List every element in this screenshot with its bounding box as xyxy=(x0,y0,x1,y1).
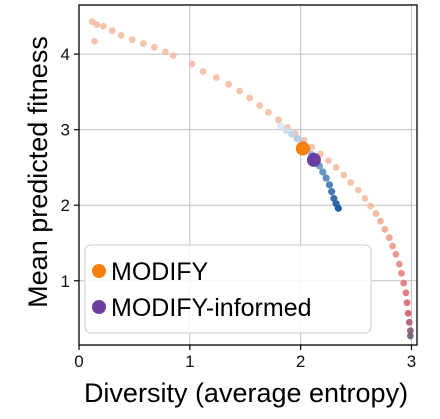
pareto-point xyxy=(246,94,254,102)
legend: MODIFY MODIFY-informed xyxy=(84,244,372,334)
legend-marker-modify-informed xyxy=(92,300,106,314)
pareto-point xyxy=(395,260,403,268)
informed-point xyxy=(288,130,296,138)
pareto-point xyxy=(354,186,362,194)
pareto-point xyxy=(381,226,389,233)
x-tick-label: 1 xyxy=(185,352,194,371)
legend-marker-modify xyxy=(92,264,106,278)
pareto-point xyxy=(225,80,233,88)
pareto-point xyxy=(188,60,196,68)
modify-informed-point xyxy=(306,152,321,167)
pareto-point xyxy=(402,289,410,297)
x-axis-label: Diversity (average entropy) xyxy=(84,378,408,408)
informed-point xyxy=(328,188,336,196)
pareto-point xyxy=(377,217,384,225)
plot-frame xyxy=(78,4,418,346)
y-tick-label: 3 xyxy=(61,121,70,140)
highlight-points xyxy=(295,141,321,167)
pareto-point xyxy=(139,40,147,47)
pareto-point xyxy=(236,87,244,95)
pareto-point xyxy=(405,318,413,326)
informed-point xyxy=(282,126,290,135)
pareto-point xyxy=(400,279,408,287)
informed-point xyxy=(277,122,285,130)
informed-front-series xyxy=(277,122,342,212)
pareto-point xyxy=(403,299,411,307)
pareto-point xyxy=(332,164,340,171)
pareto-point xyxy=(398,269,405,277)
x-tick-label: 0 xyxy=(74,352,83,371)
pareto-point xyxy=(108,27,116,35)
pareto-point xyxy=(265,108,272,116)
pareto-point xyxy=(372,210,380,217)
informed-point xyxy=(319,168,327,176)
legend-box xyxy=(84,244,372,334)
informed-point xyxy=(325,181,334,189)
informed-point xyxy=(293,135,301,143)
informed-point xyxy=(334,204,342,212)
pareto-point xyxy=(389,242,397,250)
pareto-point xyxy=(406,332,414,340)
x-tick-label: 2 xyxy=(296,352,305,371)
informed-point xyxy=(322,174,330,182)
pareto-point xyxy=(392,250,400,258)
pareto-point xyxy=(117,31,125,39)
pareto-point xyxy=(367,202,374,210)
modify-point xyxy=(295,141,310,156)
y-tick-label: 4 xyxy=(61,45,70,64)
pareto-point xyxy=(213,74,220,81)
pareto-point xyxy=(93,21,101,29)
pareto-point xyxy=(150,43,158,51)
pareto-point xyxy=(324,157,332,165)
axis-ticks: 0 1 2 3 1 2 3 4 xyxy=(61,45,417,371)
pareto-point xyxy=(340,171,348,179)
pareto-point xyxy=(406,327,414,335)
pareto-point xyxy=(404,309,412,317)
pareto-point xyxy=(361,195,369,202)
pareto-point xyxy=(91,37,98,45)
y-axis-label: Mean predicted fitness xyxy=(23,36,53,308)
pareto-point xyxy=(385,234,393,242)
y-tick-label: 1 xyxy=(61,272,70,291)
x-tick-label: 3 xyxy=(407,352,416,371)
pareto-point xyxy=(199,68,207,75)
pareto-point xyxy=(162,48,169,56)
y-tick-label: 2 xyxy=(61,196,70,215)
pareto-point xyxy=(347,179,354,186)
pareto-point xyxy=(169,52,177,60)
pareto-point xyxy=(256,102,264,109)
legend-label-modify: MODIFY xyxy=(111,258,209,286)
legend-label-modify-informed: MODIFY-informed xyxy=(111,294,312,322)
pareto-point xyxy=(275,116,282,124)
pareto-point xyxy=(128,36,136,44)
pareto-front-series xyxy=(88,18,414,340)
pareto-point xyxy=(99,22,107,30)
